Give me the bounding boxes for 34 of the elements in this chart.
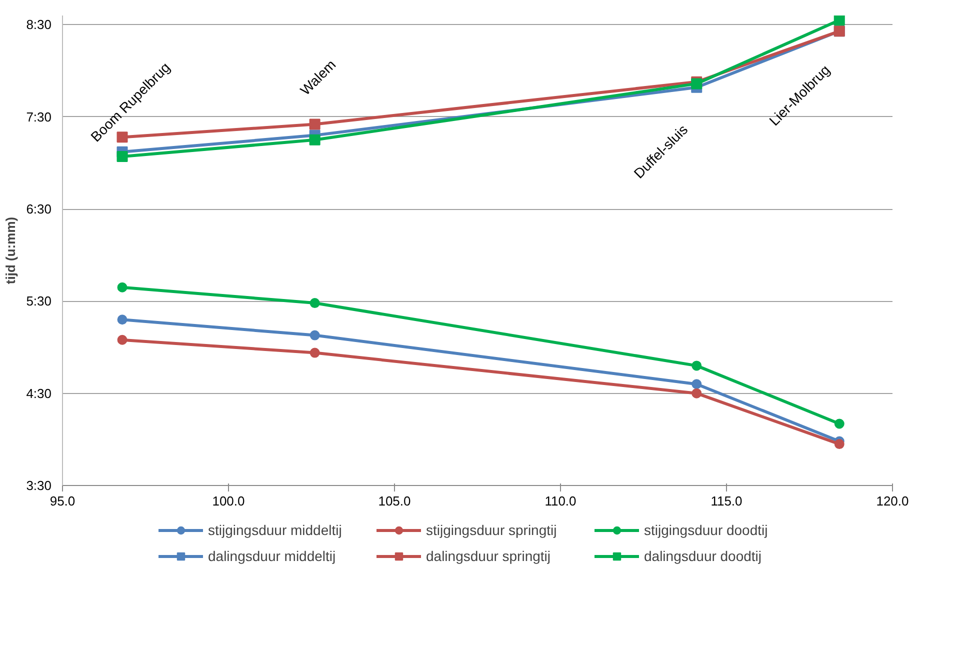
y-tick-label: 3:30: [26, 478, 52, 493]
point: [692, 388, 702, 398]
point: [309, 118, 320, 130]
point: [834, 418, 844, 429]
point: [310, 348, 320, 358]
point: [692, 379, 702, 390]
point: [834, 439, 844, 450]
y-tick-label: 6:30: [26, 202, 52, 217]
y-tick-label: 7:30: [26, 109, 52, 124]
x-tick-label: 105.0: [378, 494, 411, 508]
legend-label: stijgingsduur doodtij: [644, 521, 769, 539]
point: [117, 314, 128, 325]
x-tick-label: 100.0: [212, 494, 245, 508]
point: [117, 334, 128, 345]
legend-label: dalingsduur springtij: [426, 547, 552, 565]
point: [117, 282, 128, 292]
x-tick-label: 120.0: [876, 494, 909, 508]
point: [834, 16, 845, 26]
legend-label: dalingsduur middeltij: [208, 547, 337, 565]
legend-label: dalingsduur doodtij: [644, 547, 763, 565]
point: [309, 134, 320, 146]
point: [116, 151, 128, 162]
y-tick-label: 4:30: [26, 386, 52, 401]
y-tick-label: 5:30: [26, 294, 52, 309]
x-tick-label: 115.0: [710, 494, 742, 508]
point: [310, 330, 320, 340]
y-tick-label: 8:30: [26, 17, 52, 32]
x-tick-label: 110.0: [544, 494, 576, 508]
y-axis-title: tijd (u:mm): [3, 216, 18, 284]
x-tick-label: 95.0: [50, 494, 76, 508]
point: [310, 298, 320, 308]
point: [692, 360, 702, 371]
legend-label: stijgingsduur springtij: [426, 521, 558, 539]
legend-label: stijgingsduur middeltij: [208, 521, 343, 539]
